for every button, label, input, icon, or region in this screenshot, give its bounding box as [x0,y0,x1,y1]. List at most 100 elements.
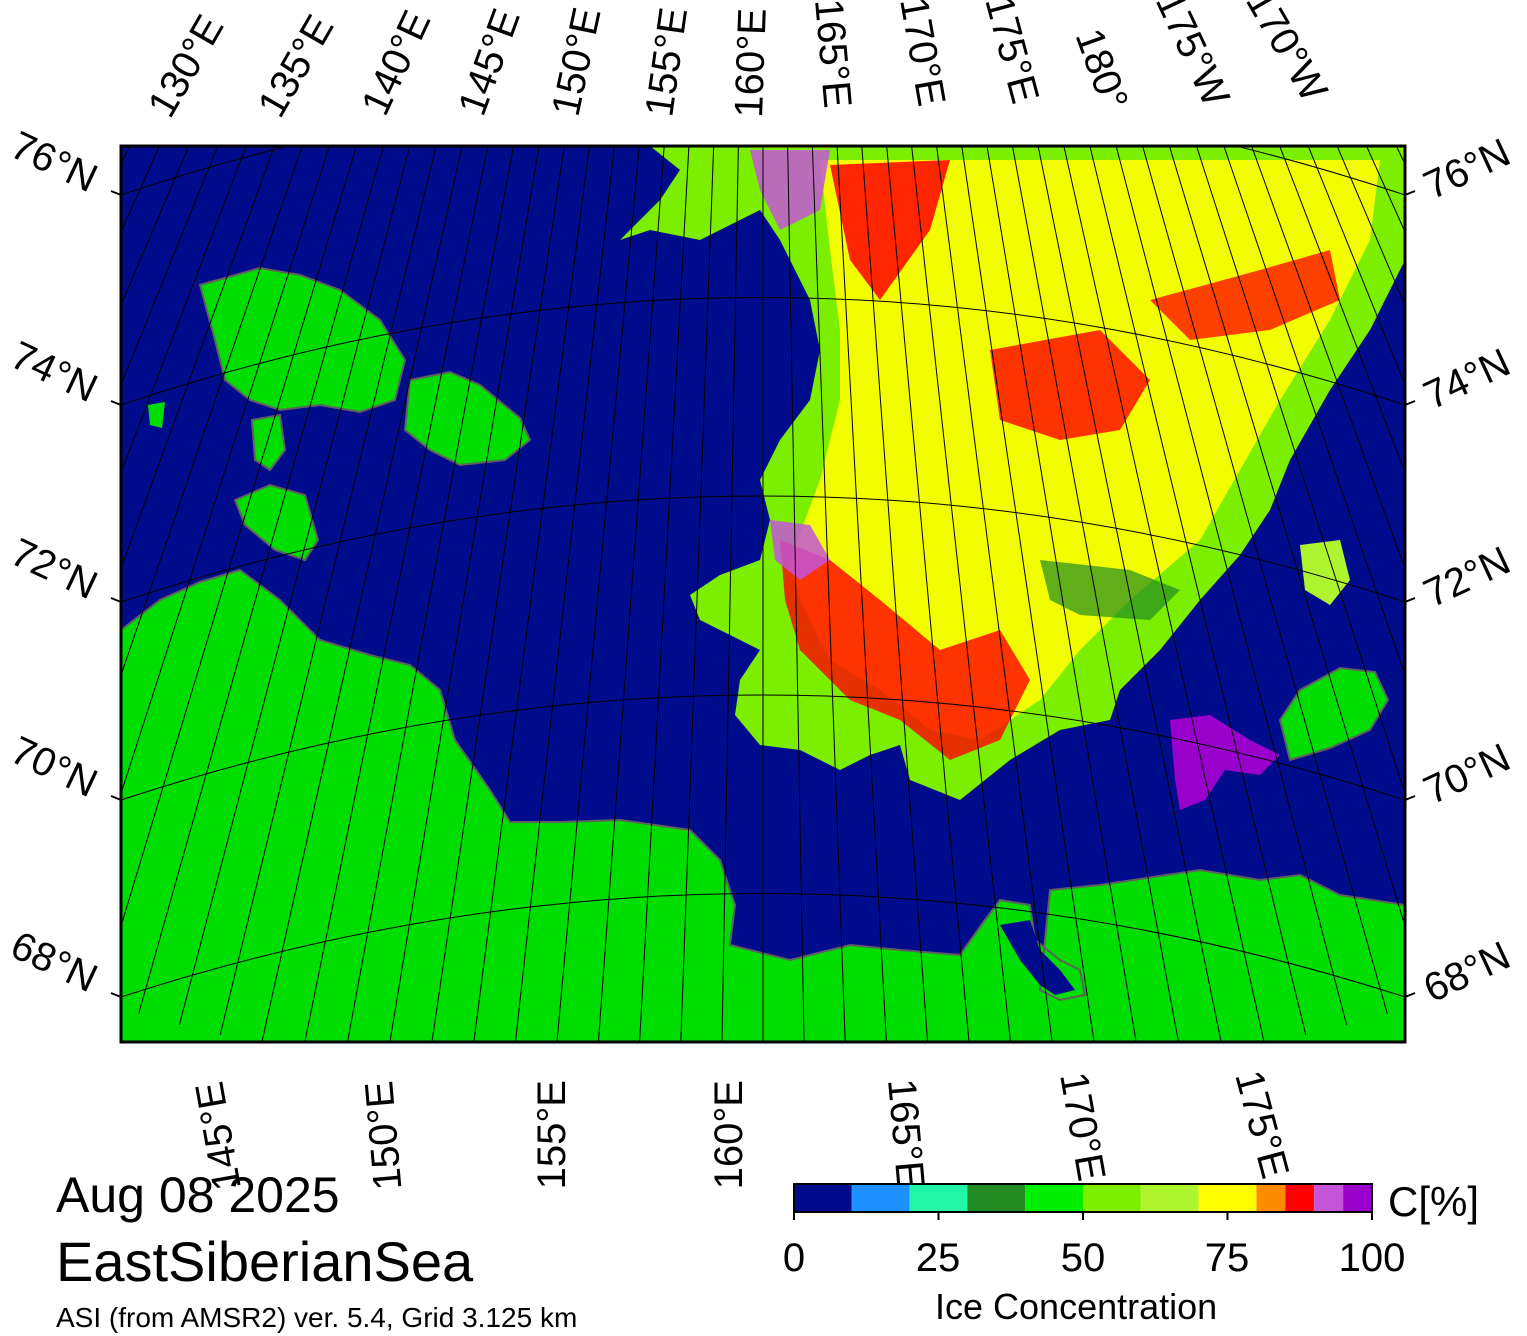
meridian-line [121,146,331,796]
meridian-line [138,146,384,1014]
right-lat-label: 70°N [1417,736,1517,814]
right-lat-label: 74°N [1417,341,1517,419]
bottom-lon-label: 170°E [1051,1069,1113,1184]
top-lon-label: 175°W [1147,0,1238,113]
colorbar-frame [793,1183,1373,1213]
ice-pack-red-c [990,330,1150,440]
left-lat-label: 68°N [4,923,104,1001]
bottom-lon-label: 175°E [1226,1066,1297,1183]
left-lat-label: 74°N [4,333,104,411]
ice-pack-red-e [1150,250,1340,340]
meridian-line [1195,146,1405,796]
bottom-lon-labels: 145°E 150°E 155°E 160°E 165°E 170°E 175°… [188,1066,1298,1194]
colorbar-bin [1314,1184,1344,1212]
meridian-line [121,146,247,474]
meridian-line [961,146,1095,1042]
top-lon-label: 180° [1067,23,1137,116]
left-lat-label: 72°N [4,530,104,608]
colorbar-tick-label: 75 [1204,1236,1250,1280]
colorbar-tick-label: 0 [782,1236,806,1280]
meridian-line [1037,146,1222,1042]
left-lat-label: 76°N [4,123,104,201]
bennett-island [403,370,532,467]
colorbar-bin [1140,1184,1199,1212]
colorbar-bin [851,1184,910,1212]
top-lon-label: 140°E [353,4,439,122]
bottom-lon-label: 155°E [530,1080,574,1189]
right-lat-label: 76°N [1417,131,1517,209]
ice-pack-red-s [780,540,1030,760]
meridian-line [347,146,515,1042]
top-lon-label: 175°E [976,0,1047,108]
colorbar [793,1184,1373,1220]
meridian-line [121,146,275,571]
colorbar-tick-label: 25 [915,1236,961,1280]
meridian-line [431,146,565,1042]
meridian-line [261,146,463,1042]
meridian-line [121,146,303,677]
meridian-line [811,146,846,1042]
left-lat-labels: 76°N 74°N 72°N 70°N 68°N [4,123,104,1001]
top-lon-labels: 130°E 135°E 140°E 145°E 150°E 155°E 160°… [140,0,1336,125]
colorbar-bin [1285,1184,1315,1212]
colorbar-bin [1083,1184,1141,1212]
date-title: Aug 08 2025 [56,1167,340,1223]
meridian-line [1063,146,1265,1042]
product-note: ASI (from AMSR2) ver. 5.4, Grid 3.125 km [56,1302,578,1333]
colorbar-bin [1343,1184,1372,1212]
meridian-line [1168,146,1405,929]
map-frame [119,144,1407,1044]
meridian-line [911,146,1012,1042]
colorbar-tick-label: 100 [1338,1236,1406,1280]
ice-pack-purple-n [750,150,830,230]
top-lon-label: 130°E [140,8,233,125]
wrangel-ice [1170,715,1280,810]
right-lat-label: 72°N [1417,539,1517,617]
ice-pack-green-edge [1040,560,1180,620]
meridian-line [1089,146,1307,1036]
meridian-line [556,146,640,1042]
top-lon-label: 170°W [1237,0,1335,109]
meridian-line [836,146,887,1042]
right-lat-labels: 76°N 74°N 72°N 70°N 68°N [1417,131,1517,1012]
ice-floe-e [1300,540,1350,605]
meridian-line [178,146,411,1025]
meridian-line [304,146,489,1042]
top-lon-label: 165°E [806,0,859,110]
meridian-line [1223,146,1405,677]
right-lat-label: 68°N [1417,934,1517,1012]
meridian-line [886,146,970,1042]
top-lon-label: 145°E [450,3,529,121]
bottom-lon-label: 150°E [357,1079,410,1192]
meridian-line [787,146,805,1042]
top-lon-label: 155°E [637,5,696,119]
meridian-line [861,146,929,1042]
meridian-line [639,146,690,1042]
colorbar-bin [1025,1184,1083,1212]
meridian-line [1279,146,1405,474]
meridian-line [219,146,437,1036]
colorbar-bin [1256,1184,1286,1212]
colorbar-bin [967,1184,1026,1212]
colorbar-tick-label: 50 [1060,1236,1106,1280]
region-title: EastSiberianSea [56,1230,474,1293]
bottom-lon-label: 165°E [879,1077,932,1190]
small-island-b [233,483,320,562]
coastal-bay [1000,920,1075,995]
meridian-line [1251,146,1405,571]
siberia-mainland [121,568,1405,1042]
meridian-line [389,146,540,1042]
top-lon-label: 160°E [727,7,775,118]
meridian-line [936,146,1053,1042]
meridian-line [514,146,615,1042]
bottom-lon-label: 160°E [707,1080,751,1189]
colorbar-unit: C[%] [1388,1178,1480,1225]
meridian-line [986,146,1137,1042]
colorbar-title: Ice Concentration [935,1286,1218,1327]
meridian-line [1142,146,1388,1014]
graticule [121,146,1405,998]
meridian-line [1011,146,1179,1042]
ice-pack-red-n [830,160,950,300]
tiny-island [148,402,165,428]
